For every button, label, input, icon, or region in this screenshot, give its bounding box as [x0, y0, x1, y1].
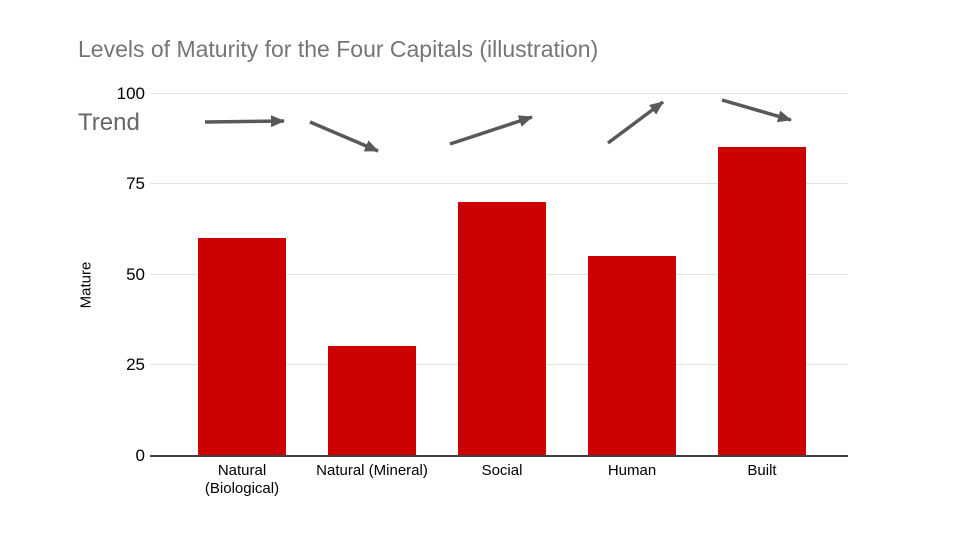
x-category-label-line: (Biological): [204, 480, 280, 497]
x-category-label-social: Social: [432, 462, 572, 480]
x-category-label-line: Natural (Mineral): [316, 462, 428, 479]
y-tick-label-50: 50: [126, 264, 145, 284]
bar-natural-mineral: [328, 346, 416, 455]
y-axis-title: Mature: [77, 261, 95, 309]
bar-built: [718, 147, 806, 455]
bar-natural-biological: [198, 237, 286, 455]
trend-annotation-label: Trend: [78, 109, 140, 136]
x-category-label-natural-biological: Natural (Biological): [172, 462, 312, 498]
x-category-label-human: Human: [562, 462, 702, 480]
bar-social: [458, 201, 546, 455]
gridline-100: [150, 92, 848, 94]
x-category-label-built: Built: [692, 462, 832, 480]
x-category-label-line: Natural: [217, 462, 267, 479]
y-tick-label-25: 25: [126, 355, 145, 374]
y-tick-label-100: 100: [116, 83, 145, 103]
y-tick-label-75: 75: [126, 174, 145, 193]
x-category-label-line: Human: [607, 462, 657, 479]
x-category-label-line: Built: [747, 462, 777, 479]
chart-title: Levels of Maturity for the Four Capitals…: [78, 36, 599, 62]
y-tick-label-0: 0: [135, 445, 145, 465]
x-category-label-natural-mineral: Natural (Mineral): [302, 462, 442, 480]
x-category-label-line: Social: [481, 462, 523, 479]
gridline-75: [150, 183, 848, 184]
x-axis-baseline: [150, 455, 848, 457]
bar-human: [588, 255, 676, 455]
